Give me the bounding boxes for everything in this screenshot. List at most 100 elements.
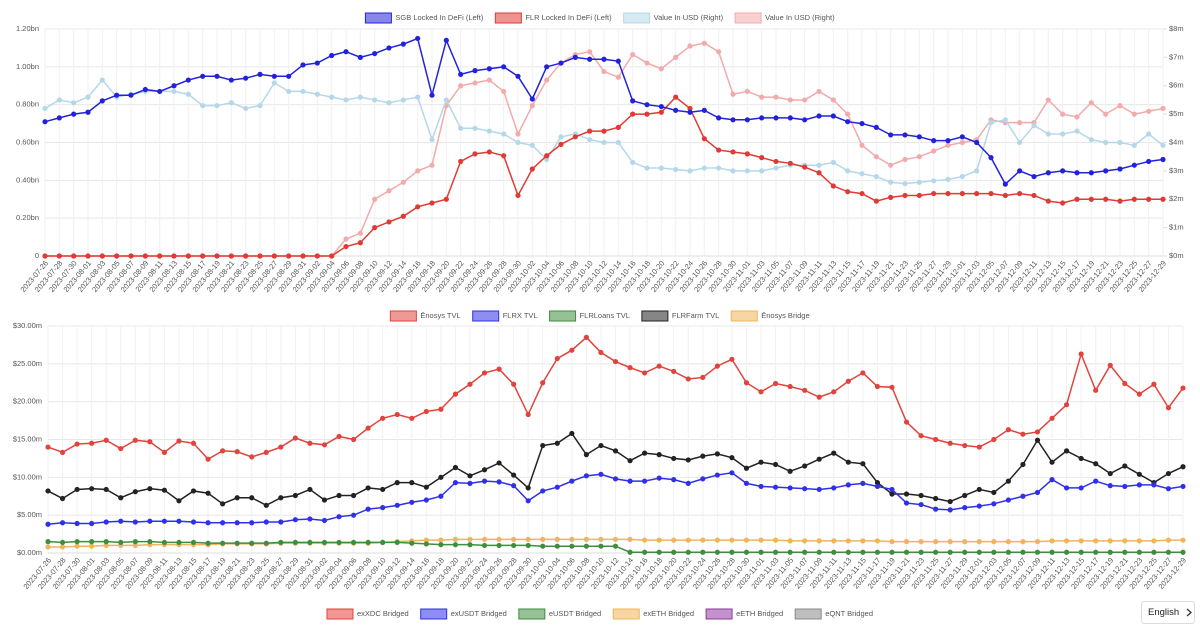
data-point xyxy=(365,506,371,512)
data-point xyxy=(627,365,633,371)
data-point xyxy=(386,219,392,225)
data-point xyxy=(481,478,488,484)
data-point xyxy=(220,540,226,546)
data-point xyxy=(974,168,980,174)
data-point xyxy=(902,132,908,138)
data-point xyxy=(161,518,168,524)
data-point xyxy=(1088,196,1094,202)
data-point xyxy=(988,155,994,161)
data-point xyxy=(71,253,77,259)
data-point xyxy=(1131,196,1137,202)
data-point xyxy=(99,77,105,83)
data-point xyxy=(386,188,392,194)
data-point xyxy=(685,480,691,486)
data-point xyxy=(687,109,693,115)
legend-label: exETH Bridged xyxy=(643,609,694,618)
data-point xyxy=(1131,142,1137,148)
data-point xyxy=(357,240,363,246)
data-point xyxy=(860,480,866,486)
data-point xyxy=(758,389,764,395)
data-point xyxy=(772,484,779,490)
data-point xyxy=(831,450,837,456)
data-point xyxy=(816,162,822,168)
data-point xyxy=(501,153,507,159)
data-point xyxy=(429,137,435,143)
data-point xyxy=(888,194,894,200)
data-point xyxy=(716,115,722,121)
data-point xyxy=(988,120,994,126)
data-point xyxy=(481,467,488,473)
data-point xyxy=(1060,168,1066,174)
data-point xyxy=(1063,485,1070,491)
data-point xyxy=(860,370,866,376)
data-point xyxy=(700,537,706,543)
data-point xyxy=(452,536,459,542)
data-point xyxy=(128,253,134,259)
data-point xyxy=(481,370,488,376)
data-point xyxy=(671,549,677,555)
data-point xyxy=(802,486,808,492)
legend-label: FLRFarm TVL xyxy=(672,311,719,320)
data-point xyxy=(758,537,764,543)
data-point xyxy=(673,54,679,60)
y-tick-label: $10.00m xyxy=(13,472,42,481)
data-point xyxy=(147,439,153,445)
data-point xyxy=(933,436,939,443)
data-point xyxy=(644,165,650,171)
data-point xyxy=(1117,198,1123,204)
data-point xyxy=(991,489,997,496)
legend-item: eQNT Bridged xyxy=(794,608,873,620)
data-point xyxy=(132,489,138,495)
data-point xyxy=(598,442,604,449)
data-point xyxy=(1005,497,1011,503)
data-point xyxy=(601,139,607,146)
data-point xyxy=(147,539,153,545)
data-point xyxy=(845,482,851,488)
data-point xyxy=(467,542,473,548)
data-point xyxy=(176,438,182,444)
data-point xyxy=(114,253,120,259)
data-point xyxy=(443,97,449,103)
data-point xyxy=(615,139,621,146)
data-point xyxy=(372,97,378,103)
language-selector[interactable]: English xyxy=(1141,601,1195,624)
data-point xyxy=(959,139,965,146)
data-point xyxy=(59,539,66,546)
data-point xyxy=(873,173,879,180)
data-point xyxy=(743,537,750,543)
data-point xyxy=(1002,192,1008,199)
data-point xyxy=(496,366,502,372)
legend-swatch xyxy=(734,12,762,24)
data-point xyxy=(271,80,277,86)
legend-swatch xyxy=(389,310,417,322)
data-point xyxy=(787,538,793,544)
data-point xyxy=(947,549,953,555)
data-point xyxy=(103,539,109,545)
data-point xyxy=(132,519,138,525)
data-point xyxy=(729,455,735,461)
data-point xyxy=(700,374,706,381)
data-point xyxy=(685,549,691,555)
data-point xyxy=(962,539,968,545)
data-point xyxy=(962,549,968,555)
data-point xyxy=(569,478,575,484)
data-point xyxy=(671,537,677,543)
data-point xyxy=(409,415,415,421)
legend: SGB Locked In DeFi (Left) FLR Locked In D… xyxy=(364,12,835,24)
data-point xyxy=(380,486,386,493)
data-point xyxy=(350,436,357,443)
y2-tick-label: $0m xyxy=(1169,251,1184,260)
data-point xyxy=(1017,120,1023,126)
data-point xyxy=(1107,362,1113,368)
data-point xyxy=(787,115,793,121)
data-point xyxy=(515,73,521,79)
chevron-icon xyxy=(1186,608,1193,617)
data-point xyxy=(486,128,492,134)
data-point xyxy=(962,505,968,511)
data-point xyxy=(243,253,249,259)
data-point xyxy=(730,168,736,174)
data-point xyxy=(263,449,269,455)
data-point xyxy=(889,539,895,545)
data-point xyxy=(701,107,707,113)
data-point xyxy=(1049,459,1055,465)
